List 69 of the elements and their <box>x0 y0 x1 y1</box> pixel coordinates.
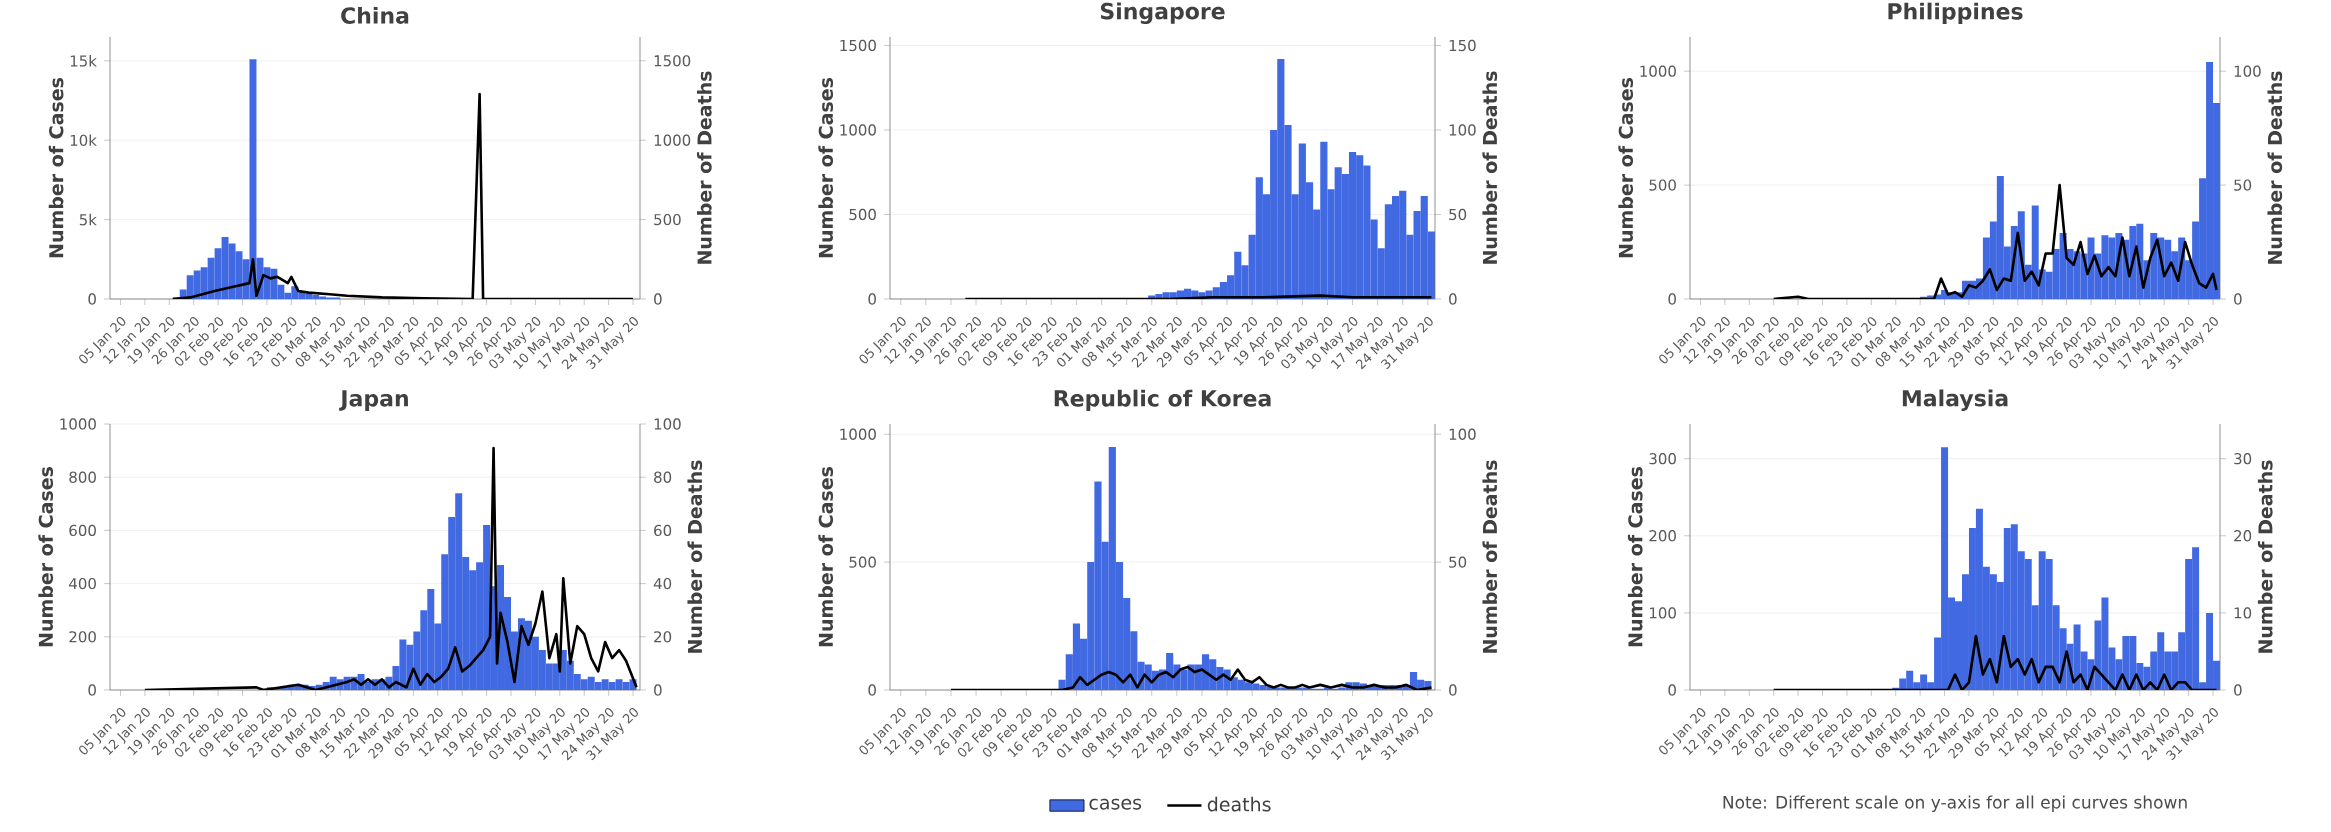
y-tick-label: 0 <box>88 293 96 305</box>
y-tick-label: 800 <box>69 471 96 483</box>
y-tick-label: 1000 <box>840 124 876 136</box>
y2-tick-label: 1000 <box>654 134 691 146</box>
y2-tick-label: 10 <box>2234 607 2252 619</box>
y-axis-title: Number of Cases <box>48 77 64 258</box>
y-axis-title: Number of Cases <box>1627 466 1643 647</box>
y2-tick-label: 100 <box>654 418 681 430</box>
y-tick-label: 1000 <box>840 428 876 440</box>
y2-tick-label: 1500 <box>654 55 691 67</box>
y2-tick-label: 50 <box>2234 179 2252 191</box>
legend-label: deaths <box>1207 796 1271 812</box>
y2-tick-label: 0 <box>1449 293 1457 305</box>
y2-axis-title: Number of Deaths <box>1482 71 1498 264</box>
chart-title: Philippines <box>1888 2 2023 24</box>
y2-axis-title: Number of Deaths <box>2267 71 2283 264</box>
y2-tick-label: 100 <box>1449 124 1476 136</box>
y2-tick-label: 30 <box>2234 453 2252 465</box>
chart-title: Japan <box>339 390 408 411</box>
y-tick-label: 500 <box>1649 179 1676 191</box>
y-tick-label: 1000 <box>1640 65 1676 77</box>
y-axis-title: Number of Cases <box>818 77 834 258</box>
y-axis-title: Number of Cases <box>1618 77 1634 258</box>
y-tick-label: 15k <box>70 55 97 67</box>
chart-title: Republic of Korea <box>1054 389 1271 411</box>
y-tick-label: 0 <box>868 684 876 696</box>
y-tick-label: 500 <box>849 556 876 568</box>
y2-tick-label: 0 <box>654 684 662 696</box>
y2-tick-label: 0 <box>2234 684 2242 696</box>
text: Note: Different scale on y-axis for all epi curves shown <box>1723 795 2187 812</box>
y2-tick-label: 0 <box>1449 684 1457 696</box>
y-tick-label: 0 <box>868 293 876 305</box>
y2-tick-label: 50 <box>1449 556 1467 568</box>
y2-axis-title: Number of Deaths <box>687 460 703 653</box>
y2-tick-label: 100 <box>2234 65 2261 77</box>
y2-tick-label: 500 <box>654 213 681 226</box>
chart-title: Singapore <box>1100 2 1225 24</box>
y2-tick-label: 50 <box>1449 208 1467 221</box>
chart-title: China <box>341 6 409 24</box>
y2-axis-title: Number of Deaths <box>1482 460 1498 653</box>
y2-axis-title: Number of Deaths <box>696 71 712 264</box>
legend-label: cases <box>1089 798 1142 810</box>
y-axis-title: Number of Cases <box>38 466 54 647</box>
y2-tick-label: 20 <box>2234 530 2252 542</box>
y2-tick-label: 0 <box>2234 293 2242 305</box>
y-tick-label: 1500 <box>840 39 876 52</box>
y2-axis-title: Number of Deaths <box>2257 460 2273 653</box>
y-tick-label: 400 <box>69 577 96 590</box>
chart-title: Malaysia <box>1902 389 2008 411</box>
y2-tick-label: 40 <box>653 577 672 590</box>
y-tick-label: 300 <box>1649 453 1676 465</box>
y-tick-label: 1000 <box>60 418 96 430</box>
y-tick-label: 200 <box>69 631 96 643</box>
y-tick-label: 500 <box>849 208 876 221</box>
y2-tick-label: 20 <box>654 631 672 643</box>
y-axis-title: Number of Cases <box>818 466 834 647</box>
y2-tick-label: 0 <box>654 293 662 305</box>
y-tick-label: 0 <box>88 684 96 696</box>
y-tick-label: 200 <box>1649 530 1676 542</box>
y2-tick-label: 100 <box>1449 428 1476 440</box>
y-tick-label: 5k <box>79 213 97 226</box>
y-tick-label: 10k <box>70 134 97 147</box>
y2-tick-label: 150 <box>1449 39 1476 52</box>
y-tick-label: 100 <box>1649 607 1676 619</box>
y2-tick-label: 60 <box>654 524 672 537</box>
y-tick-label: 0 <box>1668 684 1676 696</box>
y-tick-label: 0 <box>1668 293 1676 305</box>
y2-tick-label: 80 <box>654 471 672 483</box>
y-tick-label: 600 <box>69 524 96 537</box>
